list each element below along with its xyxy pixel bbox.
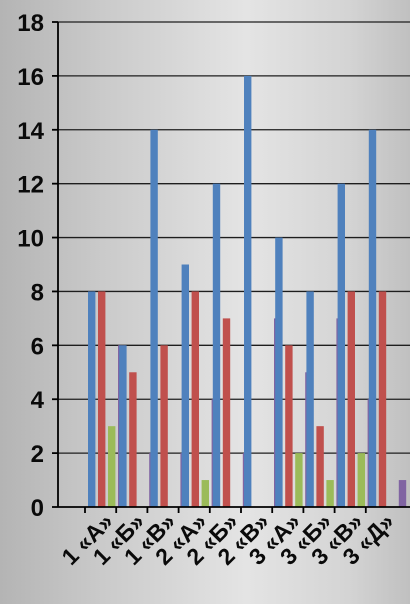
y-tick-label: 18: [17, 10, 44, 37]
y-tick-label: 6: [31, 333, 44, 360]
bar-0-1: [98, 291, 106, 507]
y-tick-label: 4: [31, 387, 45, 414]
bar-0-2: [108, 426, 116, 507]
bar-3-2: [201, 480, 209, 507]
bar-2-1: [160, 345, 168, 507]
y-tick-label: 12: [17, 172, 44, 199]
y-tick-label: 2: [31, 441, 44, 468]
bar-9-3: [398, 480, 407, 507]
y-tick-label: 14: [17, 118, 44, 145]
bar-7-0: [306, 291, 314, 507]
bars: [88, 75, 407, 508]
y-tick-label: 16: [17, 64, 44, 91]
y-tick-label: 0: [31, 495, 44, 522]
bar-9-0: [368, 129, 377, 507]
bar-2-0: [150, 129, 158, 507]
bar-7-1: [316, 426, 324, 507]
bar-4-1: [222, 318, 231, 507]
bar-6-0: [275, 237, 283, 508]
bar-7-2: [326, 480, 334, 507]
bar-8-0: [337, 183, 345, 507]
axes: [52, 21, 410, 513]
x-tick-labels: 1 «А»1 «Б»1 «В»2 «А»2 «Б»2 «В»3 «А»3 «Б»…: [56, 508, 399, 570]
y-tick-labels: 0 2 4 6 8 10 12 14 16 18: [17, 10, 44, 522]
bar-8-1: [347, 291, 355, 507]
y-tick-label: 10: [17, 226, 44, 253]
bar-6-1: [285, 345, 293, 507]
bar-3-1: [191, 291, 199, 507]
bar-1-1: [129, 372, 137, 507]
bar-6-2: [295, 453, 303, 507]
bar-1-0: [119, 345, 127, 507]
bar-5-0: [244, 75, 252, 507]
bar-9-1: [378, 291, 387, 507]
bar-0-0: [88, 291, 96, 507]
bar-3-0: [181, 264, 189, 507]
bar-4-0: [212, 183, 221, 507]
y-tick-label: 8: [31, 279, 44, 306]
gridlines: [58, 21, 410, 454]
bar-8-2: [357, 453, 365, 507]
